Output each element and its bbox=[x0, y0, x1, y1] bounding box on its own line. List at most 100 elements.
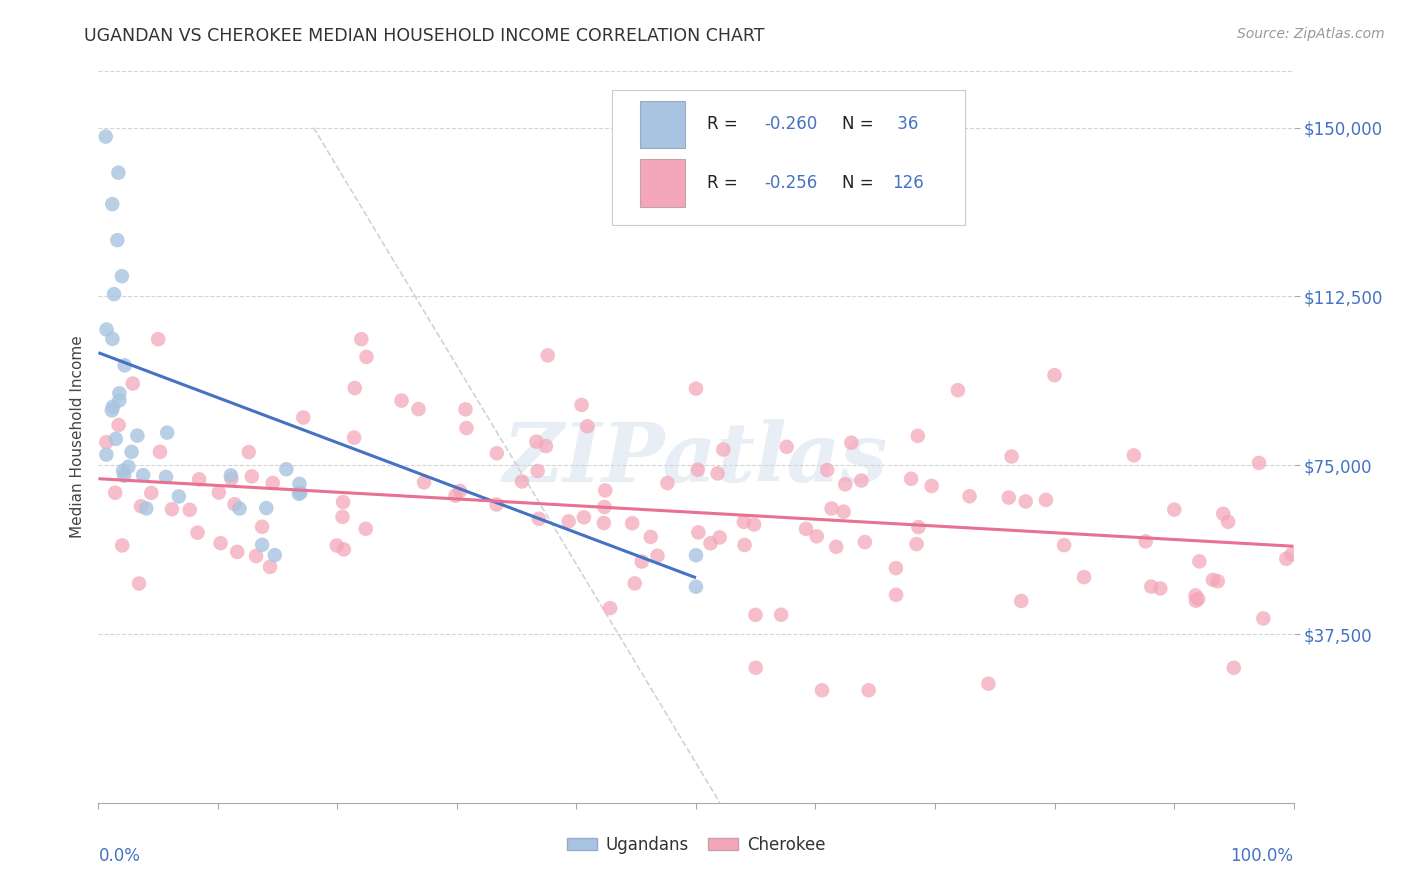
Point bbox=[127, 428, 149, 442]
Point bbox=[959, 489, 981, 503]
Point bbox=[706, 467, 728, 481]
Point bbox=[167, 489, 190, 503]
Text: -0.260: -0.260 bbox=[763, 115, 817, 134]
Point bbox=[350, 332, 373, 346]
Point bbox=[1218, 515, 1240, 529]
Point bbox=[107, 166, 129, 180]
Point bbox=[108, 386, 131, 401]
Point bbox=[853, 535, 876, 549]
Point bbox=[104, 485, 127, 500]
Point bbox=[1223, 661, 1246, 675]
Point bbox=[148, 332, 170, 346]
Y-axis label: Median Household Income: Median Household Income bbox=[69, 335, 84, 539]
Point bbox=[155, 470, 177, 484]
Point bbox=[685, 382, 707, 396]
Text: ZIPatlas: ZIPatlas bbox=[503, 419, 889, 499]
Point bbox=[104, 432, 127, 446]
Point bbox=[111, 269, 134, 284]
Text: 0.0%: 0.0% bbox=[98, 847, 141, 864]
Point bbox=[112, 468, 135, 483]
Text: 100.0%: 100.0% bbox=[1230, 847, 1294, 864]
Point bbox=[128, 576, 150, 591]
Point bbox=[1188, 554, 1211, 568]
Point bbox=[815, 463, 838, 477]
Point bbox=[332, 509, 354, 524]
Point bbox=[101, 332, 124, 346]
Point bbox=[343, 431, 366, 445]
Point bbox=[245, 549, 267, 563]
Point bbox=[96, 322, 118, 336]
Point bbox=[685, 548, 707, 562]
Point bbox=[103, 287, 125, 301]
Point bbox=[101, 197, 124, 211]
Point bbox=[356, 350, 378, 364]
Point bbox=[263, 548, 285, 562]
Point bbox=[820, 501, 842, 516]
Point bbox=[1043, 368, 1066, 383]
Point bbox=[572, 510, 595, 524]
Point bbox=[149, 445, 172, 459]
Point bbox=[593, 500, 616, 514]
Point bbox=[250, 520, 273, 534]
Point bbox=[408, 402, 430, 417]
Point bbox=[288, 487, 311, 501]
Point bbox=[657, 476, 679, 491]
Point bbox=[228, 501, 250, 516]
Point bbox=[621, 516, 644, 531]
Point bbox=[858, 683, 880, 698]
Point bbox=[1149, 582, 1171, 596]
Point bbox=[709, 530, 731, 544]
Point bbox=[108, 393, 131, 408]
Point bbox=[1035, 492, 1057, 507]
Point bbox=[510, 475, 533, 489]
Point bbox=[834, 477, 856, 491]
Point bbox=[806, 529, 828, 543]
Point bbox=[593, 483, 616, 498]
Point bbox=[135, 501, 157, 516]
Point bbox=[332, 495, 354, 509]
Point bbox=[292, 410, 315, 425]
Point bbox=[250, 538, 273, 552]
Point bbox=[825, 540, 848, 554]
Point bbox=[1185, 593, 1208, 607]
Point bbox=[1163, 502, 1185, 516]
Point bbox=[884, 561, 907, 575]
Point bbox=[121, 445, 143, 459]
Point bbox=[179, 503, 201, 517]
Point bbox=[262, 475, 284, 490]
Point bbox=[1140, 580, 1163, 594]
Text: Source: ZipAtlas.com: Source: ZipAtlas.com bbox=[1237, 27, 1385, 41]
Text: UGANDAN VS CHEROKEE MEDIAN HOUSEHOLD INCOME CORRELATION CHART: UGANDAN VS CHEROKEE MEDIAN HOUSEHOLD INC… bbox=[84, 27, 765, 45]
Point bbox=[1135, 534, 1157, 549]
Point bbox=[1247, 456, 1270, 470]
Point bbox=[685, 580, 707, 594]
Point bbox=[94, 129, 117, 144]
Point bbox=[1206, 574, 1229, 589]
Point bbox=[132, 468, 155, 483]
Point bbox=[526, 464, 548, 478]
Point bbox=[647, 549, 669, 563]
Point bbox=[96, 435, 118, 450]
Point bbox=[1187, 592, 1209, 607]
Point bbox=[456, 421, 478, 435]
Text: N =: N = bbox=[842, 115, 879, 134]
Point bbox=[101, 400, 124, 414]
Point bbox=[226, 545, 249, 559]
Point bbox=[454, 402, 477, 417]
Point bbox=[537, 348, 560, 362]
Point bbox=[1122, 448, 1144, 462]
Point bbox=[770, 607, 793, 622]
Point bbox=[141, 486, 163, 500]
Point bbox=[129, 500, 152, 514]
Point bbox=[1281, 547, 1303, 561]
Point bbox=[290, 485, 312, 500]
Point bbox=[630, 555, 652, 569]
Point bbox=[900, 472, 922, 486]
Point bbox=[240, 469, 263, 483]
Point bbox=[776, 440, 799, 454]
Text: 36: 36 bbox=[891, 115, 918, 134]
Point bbox=[841, 435, 863, 450]
Point bbox=[221, 472, 243, 486]
Point bbox=[832, 505, 855, 519]
Point bbox=[121, 376, 143, 391]
